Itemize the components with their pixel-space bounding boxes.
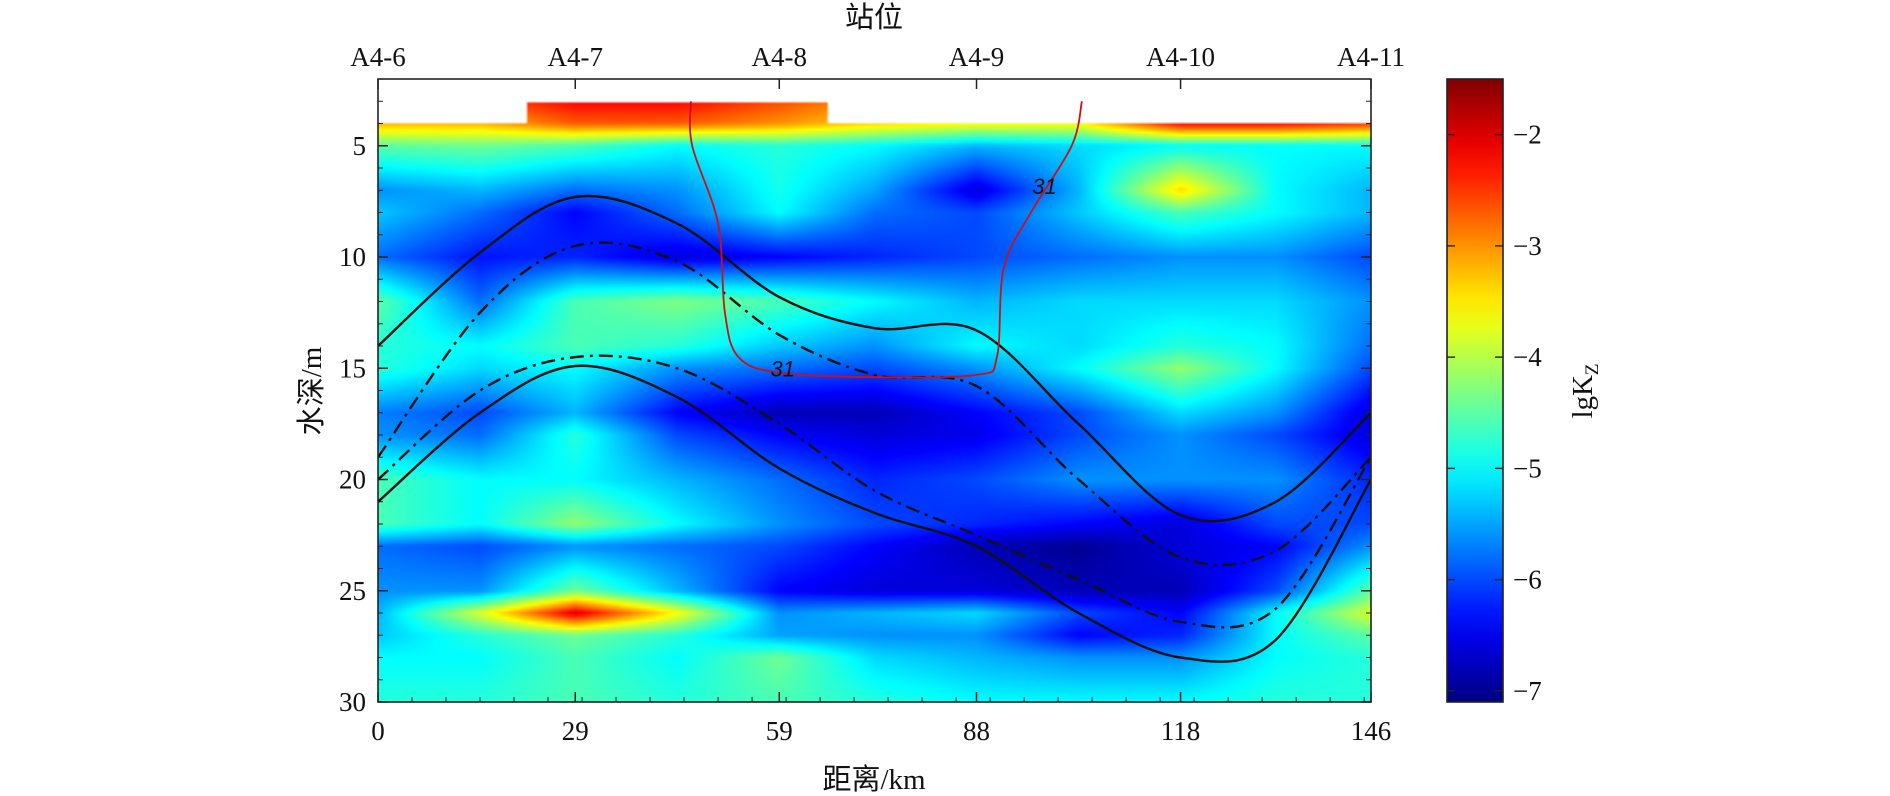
isoline-label-1: 31 xyxy=(770,356,794,381)
depth-curves-layer xyxy=(378,194,1371,663)
isoline-31 xyxy=(688,101,1083,379)
colorbar-ticks: −2 −3 −4 −5 −6 −7 xyxy=(1447,120,1542,706)
x-tick-label-5: 146 xyxy=(1351,716,1392,746)
y-tick-label-2: 15 xyxy=(339,353,366,383)
station-label-0: A4-6 xyxy=(350,42,406,72)
depth-curve-4-solid xyxy=(378,364,1371,663)
y-tick-label-1: 10 xyxy=(339,242,366,272)
colorbar-title-subscript: Z xyxy=(1582,363,1603,375)
y-tick-label-4: 25 xyxy=(339,576,366,606)
x-tick-label-1: 29 xyxy=(562,716,589,746)
y-axis-title: 水深/m xyxy=(295,346,328,435)
colorbar xyxy=(1447,79,1503,702)
x-tick-label-4: 118 xyxy=(1161,716,1201,746)
isoline-layer: 31 31 xyxy=(688,101,1083,381)
station-label-5: A4-11 xyxy=(1337,42,1405,72)
colorbar-tick-label-0: −2 xyxy=(1513,120,1542,150)
colorbar-title: lgKZ xyxy=(1567,363,1603,418)
station-label-1: A4-7 xyxy=(547,42,603,72)
depth-curve-1-solid xyxy=(378,194,1371,523)
ticks-layer: 0 29 59 88 118 146 A4-6 A4-7 A4-8 A4-9 A4-10 A4-11 5… xyxy=(339,42,1405,746)
colorbar-tick-label-3: −5 xyxy=(1513,453,1542,483)
station-label-2: A4-8 xyxy=(752,42,808,72)
depth-curve-2-dashdot xyxy=(378,241,1371,567)
top-axis-title: 站位 xyxy=(845,1,903,34)
x-tick-label-3: 88 xyxy=(963,716,990,746)
colorbar-title-main: lgK xyxy=(1567,375,1599,419)
colorbar-frame xyxy=(1446,78,1504,703)
colorbar-tick-label-4: −6 xyxy=(1513,565,1542,595)
y-tick-label-0: 5 xyxy=(353,131,367,161)
colorbar-tick-label-1: −3 xyxy=(1513,231,1542,261)
station-label-3: A4-9 xyxy=(949,42,1005,72)
isoline-label-2: 31 xyxy=(1032,174,1056,199)
x-tick-label-0: 0 xyxy=(371,716,385,746)
colorbar-tick-label-5: −7 xyxy=(1513,676,1542,706)
depth-curve-3-dashdot xyxy=(378,354,1371,629)
y-tick-label-5: 30 xyxy=(339,687,366,717)
y-tick-label-3: 20 xyxy=(339,465,366,495)
kz-field-raster xyxy=(378,79,1371,702)
station-label-4: A4-10 xyxy=(1146,42,1215,72)
x-axis-title: 距离/km xyxy=(822,763,926,796)
x-tick-label-2: 59 xyxy=(766,716,793,746)
colorbar-tick-label-2: −4 xyxy=(1513,342,1542,372)
